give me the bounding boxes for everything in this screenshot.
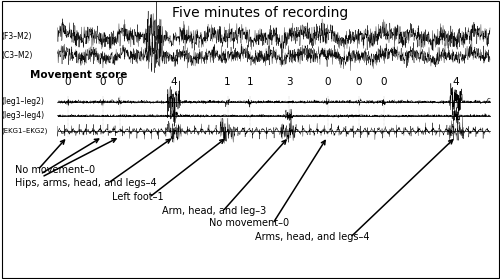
Text: No movement–0: No movement–0 (15, 165, 95, 175)
Text: 0: 0 (117, 77, 123, 87)
Text: No movement–0: No movement–0 (209, 218, 289, 228)
Text: Left foot–1: Left foot–1 (112, 192, 164, 202)
Text: (C3–M2): (C3–M2) (2, 51, 33, 60)
Text: Movement score: Movement score (30, 70, 128, 80)
Text: 0: 0 (381, 77, 387, 87)
Text: (leg1–leg2): (leg1–leg2) (2, 97, 44, 106)
Text: c: c (487, 97, 491, 103)
Text: (leg3–leg4): (leg3–leg4) (2, 111, 44, 120)
Text: (F3–M2): (F3–M2) (2, 32, 32, 41)
Text: Hips, arms, head, and legs–4: Hips, arms, head, and legs–4 (15, 178, 157, 188)
Text: 3: 3 (286, 77, 292, 87)
Text: Arms, head, and legs–4: Arms, head, and legs–4 (255, 232, 370, 242)
Text: 1: 1 (224, 77, 231, 87)
Text: 0: 0 (324, 77, 331, 87)
Text: 0: 0 (356, 77, 362, 87)
Text: 1: 1 (246, 77, 254, 87)
Text: 4: 4 (452, 77, 460, 87)
Text: (EKG1–EKG2): (EKG1–EKG2) (2, 128, 48, 134)
Text: 0: 0 (99, 77, 106, 87)
Text: 4: 4 (170, 77, 177, 87)
Text: 0: 0 (64, 77, 71, 87)
Text: Arm, head, and leg–3: Arm, head, and leg–3 (162, 206, 267, 216)
Text: Five minutes of recording: Five minutes of recording (172, 6, 348, 20)
